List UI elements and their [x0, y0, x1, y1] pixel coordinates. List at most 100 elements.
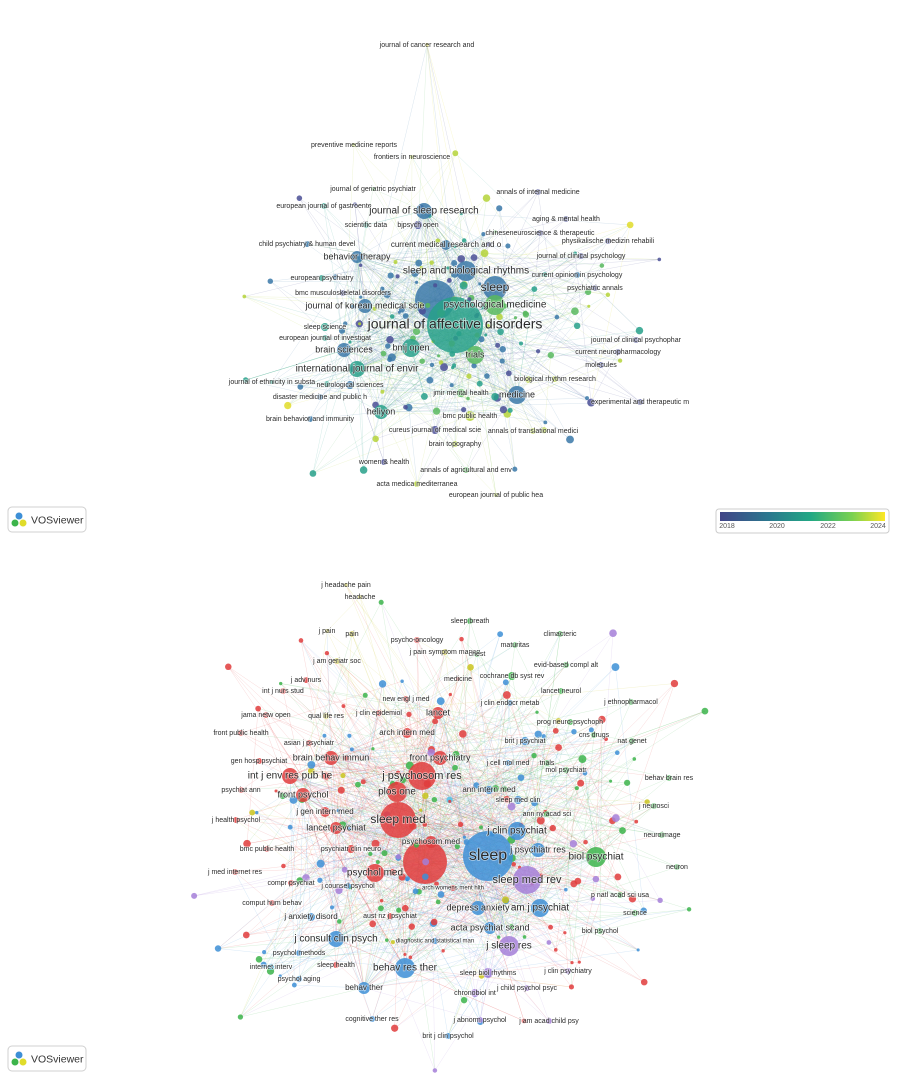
edge: [421, 206, 496, 289]
edge: [411, 837, 465, 927]
edge: [421, 775, 586, 843]
edge: [411, 887, 454, 927]
edge: [343, 288, 383, 351]
edge: [350, 681, 403, 850]
node: [445, 1033, 451, 1039]
edge: [451, 305, 506, 386]
edge: [384, 801, 450, 854]
edge: [356, 282, 417, 370]
node-dot: [451, 366, 455, 370]
node-dot: [255, 955, 263, 963]
edge: [356, 256, 382, 413]
node-label: frontiers in neuroscience: [374, 154, 450, 161]
node-dot: [555, 744, 562, 751]
edge: [335, 879, 528, 940]
node-dot: [380, 286, 385, 291]
edge: [380, 274, 578, 413]
node: [552, 376, 558, 382]
node: [347, 845, 355, 853]
edge: [335, 921, 435, 940]
edge: [539, 811, 546, 909]
edge: [477, 907, 551, 928]
edge: [479, 900, 507, 1021]
edge: [442, 849, 539, 952]
node: [574, 272, 580, 278]
node-label: biol psychol: [582, 928, 619, 935]
edge: [424, 729, 592, 863]
node: [598, 362, 604, 368]
node-dot: [485, 323, 491, 329]
edge: [289, 775, 399, 821]
edge: [280, 683, 398, 793]
node-dot: [395, 274, 400, 279]
edge: [477, 883, 574, 909]
node-label: j med internet res: [207, 869, 263, 876]
node-dot: [471, 363, 477, 369]
edge: [474, 287, 596, 356]
edge: [511, 675, 541, 821]
edge: [353, 312, 442, 370]
node: [334, 658, 340, 664]
node-dot: [413, 842, 420, 848]
edge: [356, 256, 660, 260]
edge: [487, 855, 661, 901]
node-dot: [496, 205, 503, 212]
node: [232, 869, 238, 875]
node: [380, 802, 416, 838]
edge: [270, 257, 475, 282]
edge: [283, 819, 399, 867]
node-dot: [412, 888, 419, 895]
edge: [396, 777, 522, 793]
node-dot: [548, 924, 553, 930]
node-dot: [446, 266, 450, 270]
node-dot: [429, 260, 434, 265]
node: [567, 719, 573, 725]
edge: [345, 584, 539, 851]
edge: [351, 749, 597, 858]
node-dot: [337, 786, 345, 794]
node-dot: [380, 350, 387, 357]
edge: [430, 747, 559, 843]
edge: [415, 856, 597, 892]
edge: [539, 830, 623, 909]
edge: [330, 757, 550, 1022]
edge: [363, 949, 639, 989]
edge: [356, 368, 364, 471]
node-dot: [505, 243, 511, 249]
node-dot: [509, 924, 515, 930]
edge: [579, 683, 675, 963]
node-label: sleep: [469, 847, 507, 864]
node-label: j gen intern med: [295, 807, 353, 816]
node-label: journal of geriatric psychiatr: [329, 186, 416, 193]
edge: [265, 714, 423, 777]
edge: [508, 758, 635, 947]
edge: [335, 907, 541, 940]
edge: [335, 712, 380, 829]
edge: [386, 651, 446, 941]
node-dot: [572, 251, 578, 256]
edge: [289, 775, 300, 954]
node-label: neuron: [666, 864, 688, 871]
edge: [319, 777, 522, 881]
edge: [342, 824, 518, 832]
edge: [421, 206, 641, 403]
edge: [497, 345, 511, 411]
edge: [539, 701, 632, 909]
edge: [228, 666, 513, 859]
edge: [280, 683, 439, 714]
node-label: cns drugs: [579, 732, 610, 739]
edge: [330, 702, 511, 759]
edge: [311, 738, 607, 766]
edge: [399, 215, 430, 313]
node-label: climacteric: [543, 631, 577, 638]
edge: [421, 206, 496, 306]
edge: [416, 409, 464, 485]
edge: [401, 681, 556, 950]
edge: [404, 927, 491, 969]
node-dot: [568, 984, 574, 990]
node-dot: [541, 734, 546, 739]
node-label: internet interv: [250, 964, 293, 971]
node-dot: [522, 310, 528, 316]
node-label: annals of agricultural and env: [420, 467, 512, 474]
edge: [330, 757, 481, 1022]
